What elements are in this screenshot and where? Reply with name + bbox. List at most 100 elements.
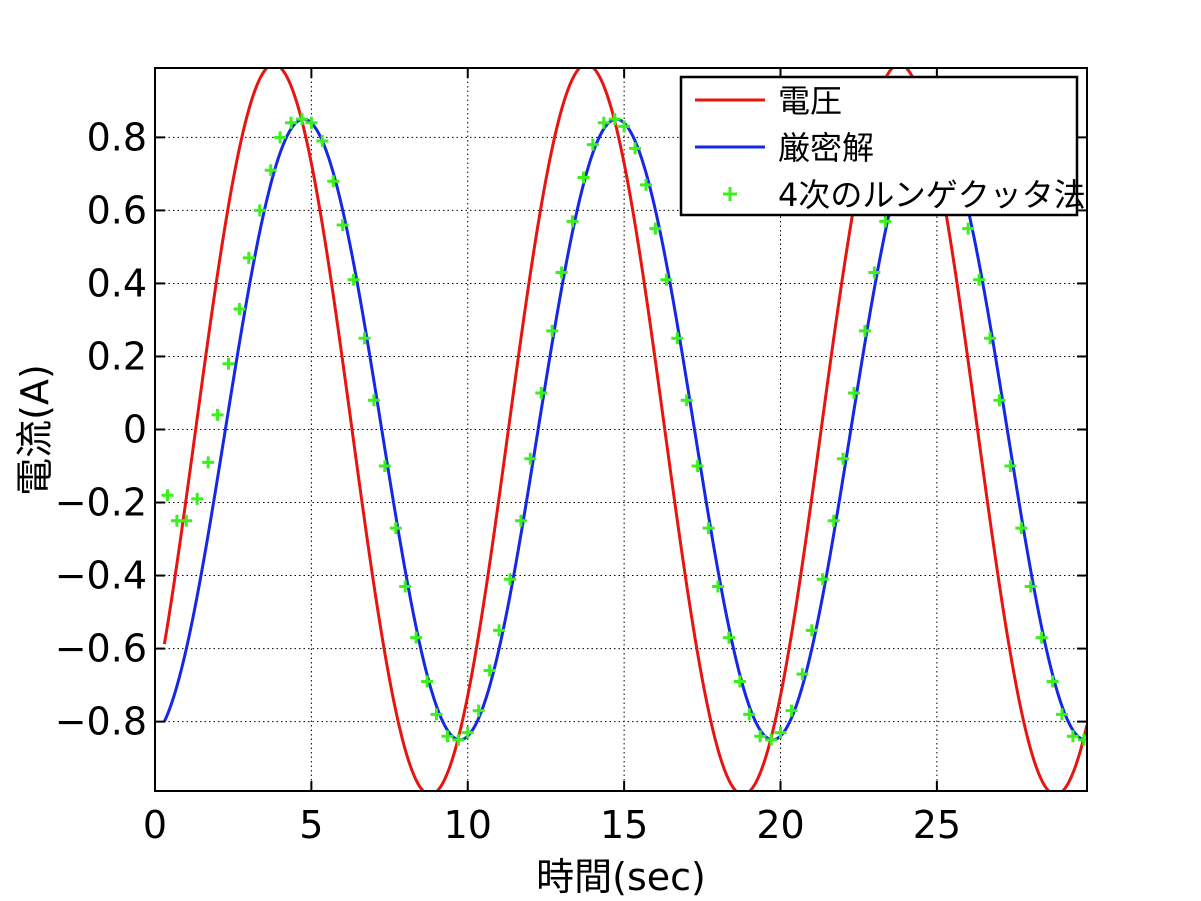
series-point-2 — [858, 324, 871, 337]
series-point-2 — [754, 730, 767, 743]
y-tick-label: 0.6 — [87, 188, 147, 232]
series-point-2 — [514, 514, 527, 527]
series-point-2 — [461, 726, 474, 739]
series-point-2 — [671, 332, 684, 345]
series-point-2 — [264, 164, 277, 177]
series-point-2 — [1015, 522, 1028, 535]
series-point-2 — [555, 266, 568, 279]
series-point-2 — [378, 460, 391, 473]
series-point-2 — [1024, 580, 1037, 593]
series-point-2 — [327, 175, 340, 188]
series-point-2 — [993, 394, 1006, 407]
series-point-2 — [211, 408, 224, 421]
series-point-2 — [430, 708, 443, 721]
x-axis-label: 時間(sec) — [536, 855, 706, 899]
series-point-2 — [848, 386, 860, 399]
series-point-2 — [441, 730, 454, 743]
x-tick-label: 15 — [600, 803, 648, 847]
legend-label-runge-kutta: 4次のルンゲクッタ法 — [778, 176, 1086, 214]
series-point-2 — [702, 522, 715, 535]
series-point-2 — [586, 138, 599, 151]
series-point-2 — [1055, 708, 1068, 721]
series-point-2 — [1046, 675, 1059, 688]
series-point-2 — [535, 386, 548, 399]
series-point-2 — [253, 204, 266, 217]
x-tick-label: 25 — [913, 803, 961, 847]
series-point-2 — [161, 489, 174, 502]
series-point-2 — [483, 664, 496, 677]
series-point-2 — [785, 704, 798, 717]
series-point-2 — [358, 332, 371, 345]
series-point-2 — [316, 135, 329, 148]
series-point-2 — [180, 514, 193, 527]
series-point-2 — [597, 116, 610, 129]
series-point-2 — [816, 573, 829, 586]
series-point-2 — [191, 492, 204, 505]
series-point-2 — [796, 668, 809, 681]
series-point-2 — [868, 266, 881, 279]
series-point-2 — [524, 452, 537, 465]
grid — [155, 68, 1087, 791]
series-point-2 — [410, 631, 423, 644]
y-axis-label: 電流(A) — [13, 364, 57, 496]
series-point-2 — [774, 726, 787, 739]
series-point-2 — [743, 708, 756, 721]
series-point-2 — [367, 394, 380, 407]
series-point-2 — [233, 303, 246, 315]
series-point-2 — [660, 273, 673, 286]
series-point-2 — [421, 675, 434, 688]
series-point-2 — [691, 460, 704, 473]
series-point-2 — [640, 178, 653, 191]
series-point-2 — [389, 522, 402, 535]
series-point-2 — [629, 142, 642, 155]
series-point-2 — [566, 215, 579, 228]
series-point-2 — [837, 452, 850, 465]
series-point-2 — [765, 733, 778, 746]
legend-label-voltage: 電圧 — [778, 82, 842, 120]
legend: 電圧 厳密解 4次のルンゲクッタ法 — [679, 75, 1086, 217]
series-point-2 — [984, 332, 997, 345]
series-point-2 — [973, 273, 986, 286]
y-tick-label: 0.2 — [87, 334, 147, 378]
series-point-2 — [1066, 730, 1079, 743]
series-point-2 — [1004, 460, 1017, 473]
series-point-2 — [680, 394, 693, 407]
y-tick-label: −0.6 — [55, 627, 147, 671]
series-point-2 — [493, 624, 506, 637]
y-tick-label: 0.8 — [87, 115, 147, 159]
x-tick-label: 5 — [299, 803, 323, 847]
y-tick-label: −0.8 — [55, 700, 147, 744]
series-point-2 — [472, 704, 485, 717]
series-point-2 — [722, 631, 735, 644]
x-tick-label: 10 — [444, 803, 492, 847]
series-point-2 — [347, 273, 360, 286]
series-point-2 — [274, 131, 287, 144]
series-point-2 — [503, 573, 516, 586]
ticks — [154, 68, 1087, 791]
series-point-2 — [827, 514, 840, 527]
series-point-2 — [222, 357, 235, 370]
series-point-2 — [618, 120, 631, 133]
series-point-2 — [399, 580, 412, 593]
series-point-2 — [452, 733, 465, 746]
series-point-2 — [336, 219, 349, 232]
x-tick-label: 20 — [756, 803, 804, 847]
y-tick-label: 0 — [123, 408, 147, 452]
y-tick-label: −0.4 — [55, 554, 147, 598]
series-point-2 — [295, 113, 308, 126]
y-tick-label: 0.4 — [87, 261, 147, 305]
series-point-2 — [962, 222, 975, 235]
series-point-2 — [242, 251, 255, 264]
series-point-2 — [202, 456, 215, 469]
series-point-2 — [577, 171, 590, 184]
series-point-2 — [305, 116, 318, 129]
tick-labels: 0 5 10 15 20 25 0.8 0.6 0.4 0.2 0 −0.2 −0.4 −0.6 −0.8 — [55, 115, 961, 847]
series-point-2 — [711, 580, 724, 593]
series-point-2 — [608, 113, 621, 126]
legend-label-exact: 厳密解 — [778, 129, 874, 167]
y-tick-label: −0.2 — [55, 481, 147, 525]
series-point-2 — [1077, 733, 1087, 746]
series-point-2 — [1035, 631, 1048, 644]
series-point-2 — [879, 215, 892, 228]
